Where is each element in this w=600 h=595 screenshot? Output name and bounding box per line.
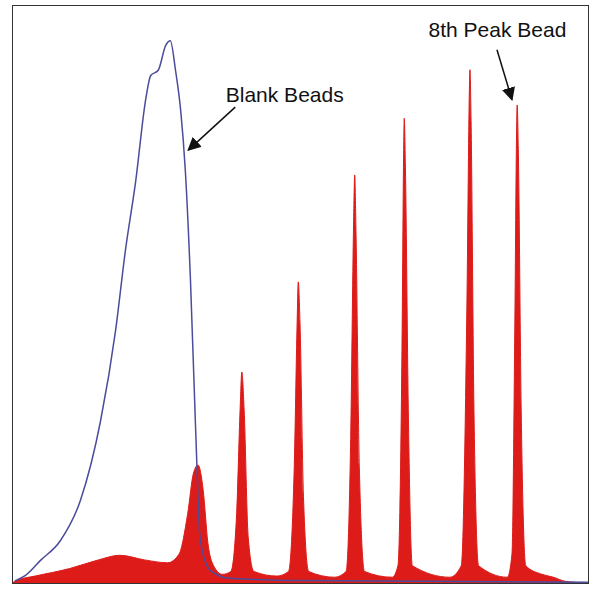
svg-text:Blank Beads: Blank Beads — [226, 83, 344, 106]
svg-text:8th Peak Bead: 8th Peak Bead — [429, 18, 567, 41]
